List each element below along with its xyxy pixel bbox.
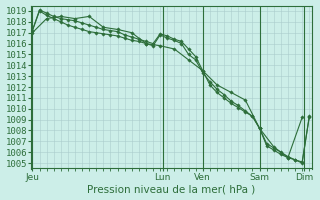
X-axis label: Pression niveau de la mer( hPa ): Pression niveau de la mer( hPa )	[87, 184, 256, 194]
